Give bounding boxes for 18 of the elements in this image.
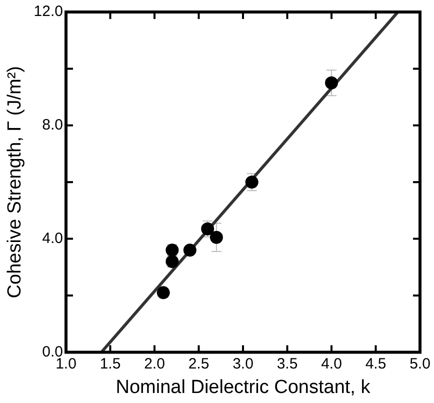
- x-tick-label: 3.5: [276, 355, 298, 372]
- point: [210, 230, 223, 244]
- point: [245, 176, 258, 189]
- x-tick-label: 1.0: [56, 355, 76, 372]
- x-tick-label: 2.5: [188, 355, 210, 372]
- point: [183, 244, 196, 257]
- x-tick-label: 2.0: [144, 355, 165, 372]
- x-tick-label: 3.0: [232, 355, 254, 372]
- y-tick-label: 8.0: [42, 116, 63, 134]
- x-axis-title: Nominal Dielectric Constant, k: [116, 376, 371, 398]
- x-tick-label: 5.0: [410, 355, 430, 372]
- y-axis-title: Cohesive Strength, Γ (J/m²): [4, 66, 26, 298]
- y-tick-label: 4.0: [42, 230, 63, 247]
- x-tick-label: 1.5: [100, 355, 121, 372]
- y-tick-label: 12.0: [34, 3, 63, 20]
- point: [325, 76, 338, 90]
- x-tick-label: 4.0: [321, 355, 342, 372]
- x-tick-label: 4.5: [365, 355, 386, 372]
